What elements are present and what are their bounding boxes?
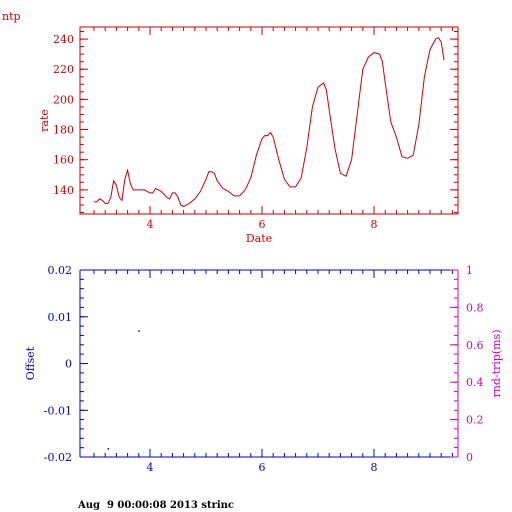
rtt-axis-label: rnd-trip(ms) — [490, 330, 503, 398]
x-tick-label: 6 — [259, 218, 266, 231]
offset-point — [107, 448, 109, 450]
corner-label: ntp — [2, 10, 21, 23]
x-tick-label: 4 — [147, 461, 154, 474]
y-tick-label: -0.01 — [44, 404, 72, 417]
y-tick-label: 140 — [53, 184, 74, 197]
y2-tick-label: 0 — [466, 451, 473, 464]
rate-chart: 4 6 8 140 160 180 200 220 240 Date rate — [38, 26, 459, 245]
offset-chart: 4 6 8 -0.02 -0.01 0 0.01 0.02 0 0.2 0.4 0.6 0.8 1 Offs… — [24, 264, 503, 474]
y2-tick-label: 0.4 — [466, 376, 484, 389]
x-tick-label: 4 — [147, 218, 154, 231]
y2-tick-label: 1 — [466, 264, 473, 277]
y2-tick-label: 0.2 — [466, 414, 484, 427]
y-tick-label: -0.02 — [44, 451, 72, 464]
y-tick-label: 180 — [53, 124, 74, 137]
y-tick-label: 240 — [53, 33, 74, 46]
offset-point — [138, 330, 140, 332]
y-tick-label: 0 — [65, 358, 72, 371]
x-axis-label: Date — [246, 232, 272, 245]
y-tick-label: 220 — [53, 63, 74, 76]
rate-series-line — [94, 36, 445, 208]
rate-plot-frame — [79, 26, 459, 215]
x-tick-label: 8 — [371, 218, 378, 231]
x-tick-label: 8 — [371, 461, 378, 474]
footer-timestamp: Aug 9 00:00:08 2013 strinc — [78, 500, 235, 511]
offset-axis-label: Offset — [24, 346, 37, 380]
x-tick-label: 6 — [259, 461, 266, 474]
y-tick-label: 160 — [53, 154, 74, 167]
y-tick-label: 0.02 — [48, 264, 73, 277]
y-axis-label: rate — [38, 109, 51, 132]
y2-tick-label: 0.6 — [466, 339, 484, 352]
y-tick-label: 200 — [53, 93, 74, 106]
y-tick-label: 0.01 — [48, 311, 73, 324]
y2-tick-label: 0.8 — [466, 301, 484, 314]
